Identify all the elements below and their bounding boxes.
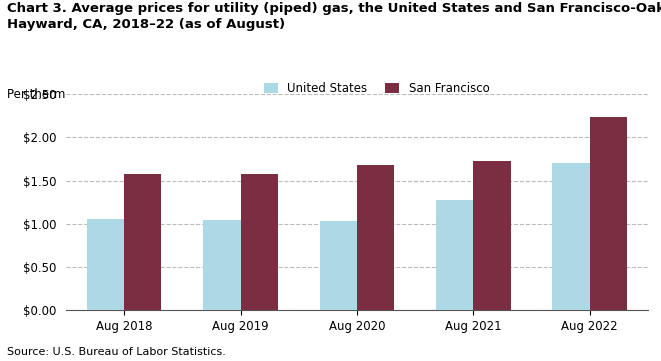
Bar [320, 221, 357, 310]
Bar [473, 161, 510, 310]
Bar [553, 163, 590, 310]
Bar [87, 219, 124, 310]
Bar [124, 174, 161, 310]
Bar [204, 220, 241, 310]
Text: Source: U.S. Bureau of Labor Statistics.: Source: U.S. Bureau of Labor Statistics. [7, 347, 225, 357]
Bar [436, 200, 473, 310]
Text: Chart 3. Average prices for utility (piped) gas, the United States and San Franc: Chart 3. Average prices for utility (pip… [7, 2, 661, 31]
Bar [590, 117, 627, 310]
Text: Per therm: Per therm [7, 88, 65, 101]
Bar [357, 165, 394, 310]
Bar [241, 174, 278, 310]
Legend: United States, San Francisco: United States, San Francisco [264, 82, 490, 95]
